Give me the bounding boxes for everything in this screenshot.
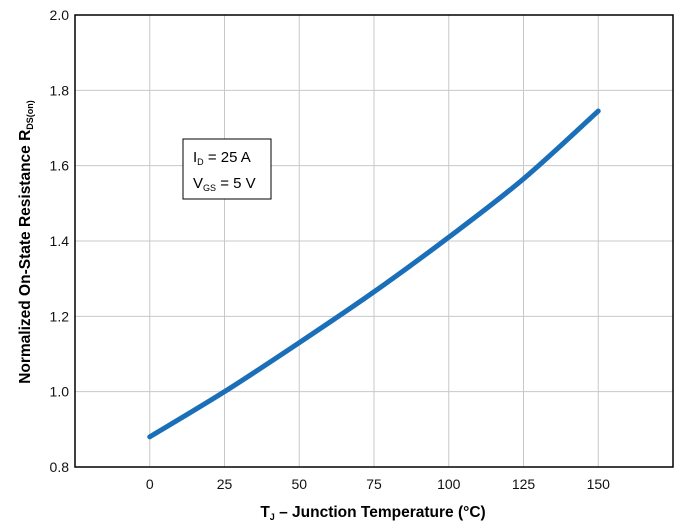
y-tick-label: 1.2 [50,308,70,324]
x-axis-title: TJ – Junction Temperature (°C) [260,504,485,522]
plot-frame [74,14,674,468]
y-tick-labels: 0.8 1.0 1.2 1.4 1.6 1.8 2.0 [50,7,70,475]
y-tick-label: 2.0 [50,7,70,23]
y-tick-label: 1.8 [50,82,70,98]
x-tick-label: 75 [366,476,382,492]
y-tick-label: 1.4 [50,233,70,249]
annotation-frame [182,138,272,200]
annotation-line-id: ID = 25 A [193,149,251,167]
grid-lines [75,14,673,468]
x-tick-label: 100 [437,476,461,492]
y-axis-title: Normalized On-State Resistance RDS(on) [17,100,35,384]
annotation-box: ID = 25 A VGS = 5 V [182,138,272,200]
x-tick-labels: 0 25 50 75 100 125 150 [146,476,610,492]
y-tick-label: 0.8 [50,459,70,475]
x-tick-label: 25 [217,476,233,492]
x-tick-label: 125 [512,476,536,492]
y-tick-label: 1.6 [50,158,70,174]
x-tick-label: 150 [587,476,611,492]
y-tick-label: 1.0 [50,384,70,400]
series-group [147,108,601,440]
x-tick-label: 0 [146,476,154,492]
x-tick-label: 50 [291,476,307,492]
annotation-line-vgs: VGS = 5 V [193,175,256,193]
